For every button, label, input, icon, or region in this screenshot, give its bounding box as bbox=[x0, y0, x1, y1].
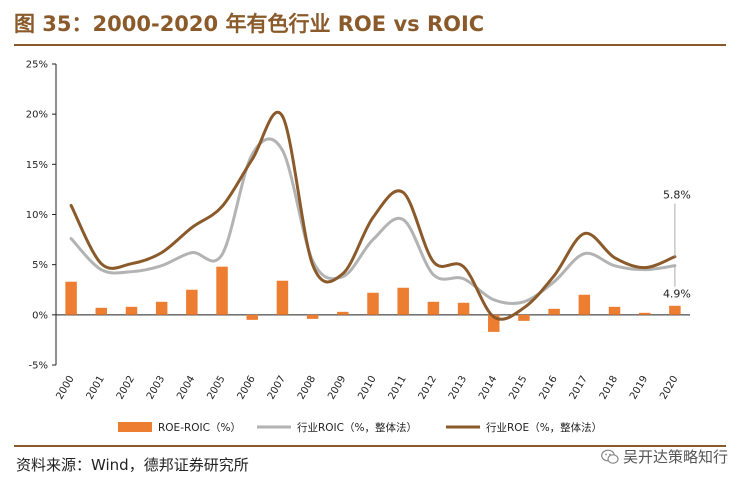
x-tick-label: 2001 bbox=[85, 374, 107, 402]
x-tick-label: 2005 bbox=[205, 374, 227, 402]
x-tick-label: 2015 bbox=[507, 374, 529, 402]
x-tick-label: 2012 bbox=[417, 374, 439, 402]
x-tick-label: 2011 bbox=[387, 374, 409, 402]
source-note: 资料来源：Wind，德邦证券研究所 bbox=[16, 456, 249, 474]
y-tick-label: 5% bbox=[32, 260, 48, 271]
legend-label: ROE-ROIC（%） bbox=[158, 422, 241, 434]
x-tick-label: 2006 bbox=[236, 374, 258, 402]
title-rule bbox=[14, 44, 726, 46]
x-tick-label: 2018 bbox=[598, 374, 620, 402]
y-tick-label: 0% bbox=[32, 310, 48, 321]
bar bbox=[276, 280, 289, 315]
chart-axes bbox=[52, 63, 690, 366]
bar bbox=[186, 289, 198, 315]
watermark: 吴开达策略知行 bbox=[601, 446, 728, 467]
bar bbox=[457, 302, 470, 315]
bar bbox=[65, 281, 77, 315]
figure-title: 图 35：2000-2020 年有色行业 ROE vs ROIC bbox=[14, 12, 485, 36]
bar bbox=[427, 301, 440, 315]
bar bbox=[216, 266, 228, 315]
legend: ROE-ROIC（%） 行业ROIC（%，整体法） 行业ROE（%，整体法） bbox=[118, 421, 602, 434]
y-tick-label: 25% bbox=[26, 60, 48, 71]
footer-rule bbox=[14, 445, 726, 447]
bar bbox=[306, 314, 319, 319]
bar bbox=[518, 314, 530, 321]
bar bbox=[669, 305, 681, 315]
bar bbox=[488, 314, 500, 332]
y-tick-labels: -5% 0% 5% 10% 15% 20% 25% bbox=[26, 60, 48, 372]
bar bbox=[95, 307, 108, 315]
x-tick-label: 2004 bbox=[175, 374, 197, 402]
bar bbox=[578, 294, 591, 315]
watermark-text: 吴开达策略知行 bbox=[622, 448, 728, 466]
bar bbox=[638, 312, 651, 315]
bar bbox=[397, 287, 409, 315]
bar-series bbox=[65, 266, 681, 332]
roe-line bbox=[69, 110, 677, 321]
x-tick-label: 2017 bbox=[568, 374, 590, 402]
legend-swatch-bar bbox=[118, 422, 152, 432]
bar bbox=[125, 306, 138, 315]
bar bbox=[246, 314, 258, 320]
bar bbox=[367, 292, 379, 315]
bar bbox=[337, 311, 349, 315]
x-tick-label: 2013 bbox=[447, 374, 469, 402]
annotation-label: 5.8% bbox=[663, 189, 691, 202]
x-tick-labels: 2000 2001 2002 2003 2004 2005 2006 2007 2008 2009… bbox=[54, 374, 680, 402]
x-tick-label: 2008 bbox=[296, 374, 318, 402]
legend-label: 行业ROE（%，整体法） bbox=[486, 421, 602, 434]
annotation-label: 4.9% bbox=[663, 288, 691, 301]
x-tick-label: 2003 bbox=[145, 374, 167, 402]
legend-label: 行业ROIC（%，整体法） bbox=[297, 421, 417, 434]
y-tick-label: 20% bbox=[26, 110, 48, 121]
x-tick-label: 2009 bbox=[326, 374, 348, 402]
bar bbox=[608, 306, 621, 315]
annotations: 5.8% 4.9% bbox=[663, 189, 691, 301]
line-series bbox=[69, 110, 677, 321]
x-tick-label: 2010 bbox=[356, 374, 378, 402]
roic-line bbox=[69, 137, 677, 305]
x-tick-label: 2016 bbox=[537, 374, 559, 402]
y-tick-label: -5% bbox=[29, 361, 48, 372]
x-tick-label: 2007 bbox=[266, 374, 288, 402]
x-tick-label: 2020 bbox=[658, 374, 680, 402]
wechat-icon bbox=[601, 449, 619, 464]
x-tick-label: 2014 bbox=[477, 374, 499, 402]
x-tick-label: 2000 bbox=[54, 374, 76, 402]
y-tick-label: 15% bbox=[26, 160, 48, 171]
x-tick-label: 2019 bbox=[628, 374, 650, 402]
bar bbox=[155, 301, 168, 315]
x-tick-label: 2002 bbox=[115, 374, 137, 402]
bar bbox=[548, 308, 560, 315]
y-tick-label: 10% bbox=[26, 210, 48, 221]
